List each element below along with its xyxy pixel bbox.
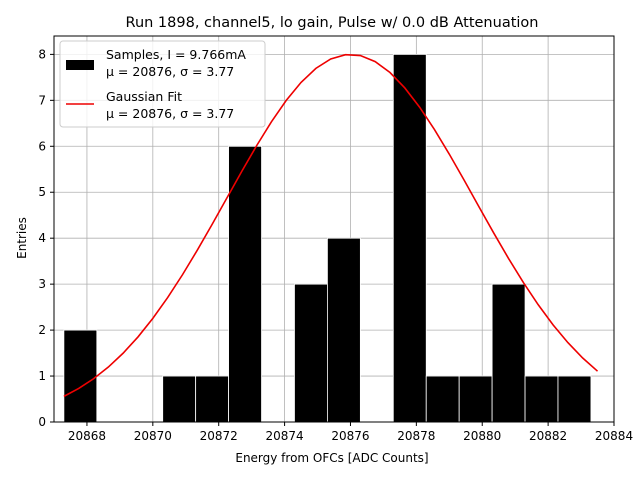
x-tick-label: 20882: [529, 429, 567, 443]
legend-fit-label-line2: μ = 20876, σ = 3.77: [106, 106, 234, 121]
x-tick-label: 20874: [265, 429, 303, 443]
y-tick-label: 6: [38, 139, 46, 153]
legend-samples-label-line2: μ = 20876, σ = 3.77: [106, 64, 234, 79]
histogram-bar: [294, 283, 328, 423]
histogram-bar: [392, 53, 427, 423]
x-axis-label: Energy from OFCs [ADC Counts]: [235, 451, 428, 465]
y-tick-label: 0: [38, 415, 46, 429]
histogram-bar: [491, 283, 526, 423]
legend-samples-swatch: [66, 60, 94, 70]
x-tick-label: 20872: [200, 429, 238, 443]
histogram-bar: [195, 375, 229, 423]
x-tick-label: 20876: [331, 429, 369, 443]
histogram-bar: [162, 375, 197, 423]
histogram-bar: [425, 375, 460, 423]
y-tick-label: 4: [38, 231, 46, 245]
x-tick-label: 20884: [595, 429, 633, 443]
y-tick-label: 2: [38, 323, 46, 337]
gaussian-fit: [63, 53, 599, 398]
y-axis: 0 1 2 3 4 5 6 7 8: [38, 47, 54, 429]
x-tick-label: 20880: [463, 429, 501, 443]
y-tick-label: 1: [38, 369, 46, 383]
y-tick-label: 7: [38, 93, 46, 107]
histogram-bar: [524, 375, 559, 423]
histogram-bar: [458, 375, 493, 423]
legend-samples-label-line1: Samples, I = 9.766mA: [106, 47, 246, 62]
y-tick-label: 5: [38, 185, 46, 199]
plot-frame: [53, 35, 615, 423]
histogram-bar: [327, 237, 361, 423]
y-tick-label: 3: [38, 277, 46, 291]
x-axis: 20868 20870 20872 20874 20876 20878 20880 20882…: [68, 422, 633, 443]
chart-title: Run 1898, channel5, lo gain, Pulse w/ 0.…: [126, 15, 539, 31]
histogram-bar: [557, 375, 592, 423]
x-tick-label: 20870: [134, 429, 172, 443]
histogram-bar: [228, 145, 262, 423]
histogram-bars: [63, 53, 592, 423]
legend-fit-label-line1: Gaussian Fit: [106, 89, 182, 104]
y-axis-label: Entries: [15, 217, 29, 259]
gaussian-fit-line: [63, 53, 599, 398]
legend-box: [59, 40, 266, 128]
legend: Samples, I = 9.766mA μ = 20876, σ = 3.77…: [59, 40, 266, 128]
histogram-bar: [63, 329, 98, 423]
x-tick-label: 20868: [68, 429, 106, 443]
y-tick-label: 8: [38, 47, 46, 61]
x-tick-label: 20878: [397, 429, 435, 443]
